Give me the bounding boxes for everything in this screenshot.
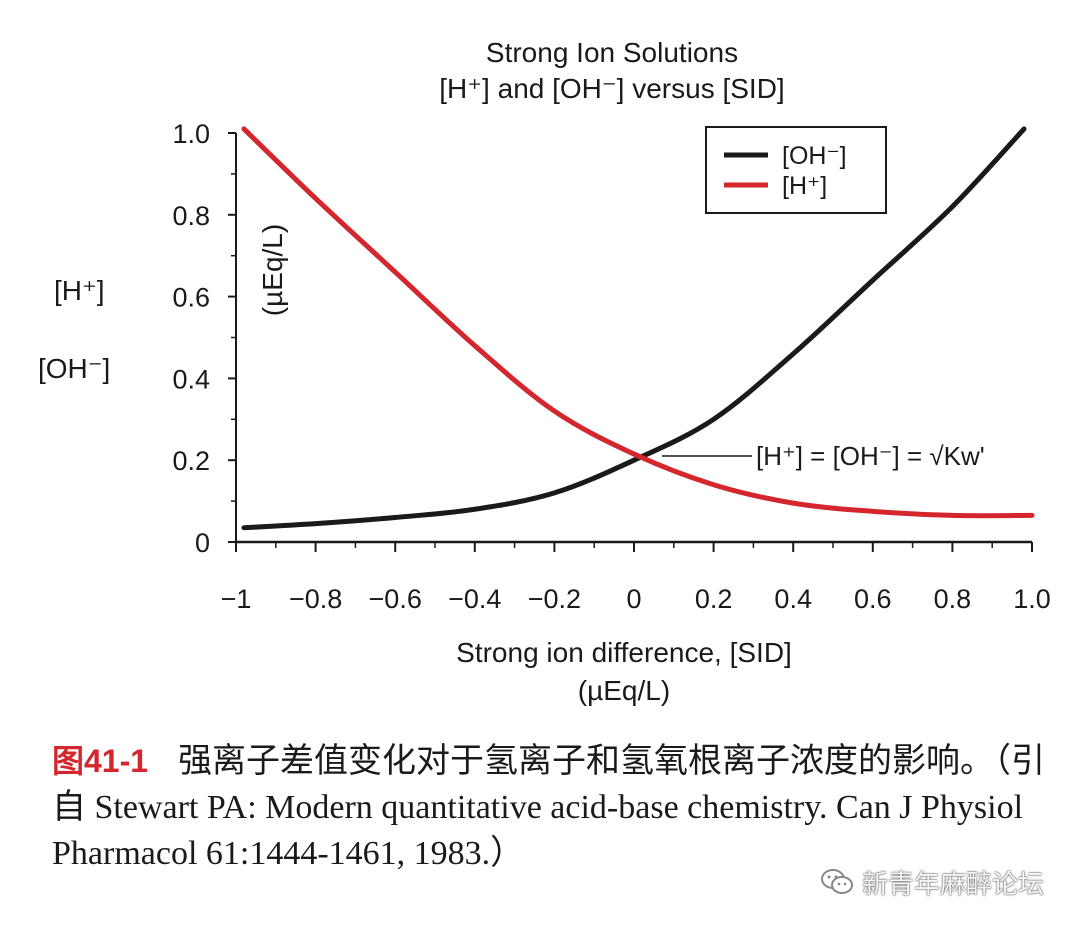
- x-tick-label: −0.8: [289, 584, 342, 614]
- figure-caption: 图41-1 强离子差值变化对于氢离子和氢氧根离子浓度的影响。（引自 Stewart…: [52, 738, 1052, 877]
- x-tick-label: 0: [626, 584, 641, 614]
- series-line-oh: [241, 126, 1027, 531]
- x-unit-label: (µEq/L): [578, 675, 670, 706]
- x-tick-label: 0.4: [774, 584, 812, 614]
- x-tick-label: −1: [221, 584, 252, 614]
- legend-label-oh: [OH⁻]: [782, 142, 847, 170]
- chart-subtitle: [H⁺] and [OH⁻] versus [SID]: [439, 73, 784, 104]
- watermark: 新青年麻醉论坛: [820, 864, 1044, 900]
- y-unit-label: (µEq/L): [257, 224, 288, 316]
- x-tick-label: −0.2: [528, 584, 581, 614]
- x-axis-label: Strong ion difference, [SID]: [456, 637, 792, 668]
- x-tick-label: 0.8: [934, 584, 972, 614]
- y-tick-label: 0.8: [172, 201, 210, 231]
- x-tick-label: 0.6: [854, 584, 892, 614]
- wechat-icon: [820, 869, 853, 894]
- x-tick-label: 1.0: [1013, 584, 1051, 614]
- series-line-h: [241, 126, 1035, 519]
- chart: Strong Ion Solutions [H⁺] and [OH⁻] vers…: [38, 37, 1051, 706]
- x-tick-label: −0.6: [369, 584, 422, 614]
- watermark-text: 新青年麻醉论坛: [861, 869, 1044, 900]
- caption-text: 强离子差值变化对于氢离子和氢氧根离子浓度的影响。（引自 Stewart PA: …: [52, 743, 1046, 872]
- x-tick-label: 0.2: [695, 584, 733, 614]
- caption-label: 图41-1: [52, 743, 149, 779]
- y-label-oh: [OH⁻]: [38, 353, 110, 384]
- annotation-text: [H⁺] = [OH⁻] = √Kw': [756, 441, 985, 471]
- y-tick-label: 0.6: [172, 283, 210, 313]
- legend: [OH⁻] [H⁺]: [705, 126, 887, 214]
- y-label-h: [H⁺]: [54, 275, 105, 306]
- x-tick-label: −0.4: [448, 584, 501, 614]
- chart-title: Strong Ion Solutions: [486, 37, 738, 68]
- y-tick-label: 0: [195, 528, 210, 558]
- y-tick-label: 1.0: [172, 119, 210, 149]
- y-tick-label: 0.2: [172, 446, 210, 476]
- legend-label-h: [H⁺]: [782, 172, 827, 200]
- y-tick-label: 0.4: [172, 364, 210, 394]
